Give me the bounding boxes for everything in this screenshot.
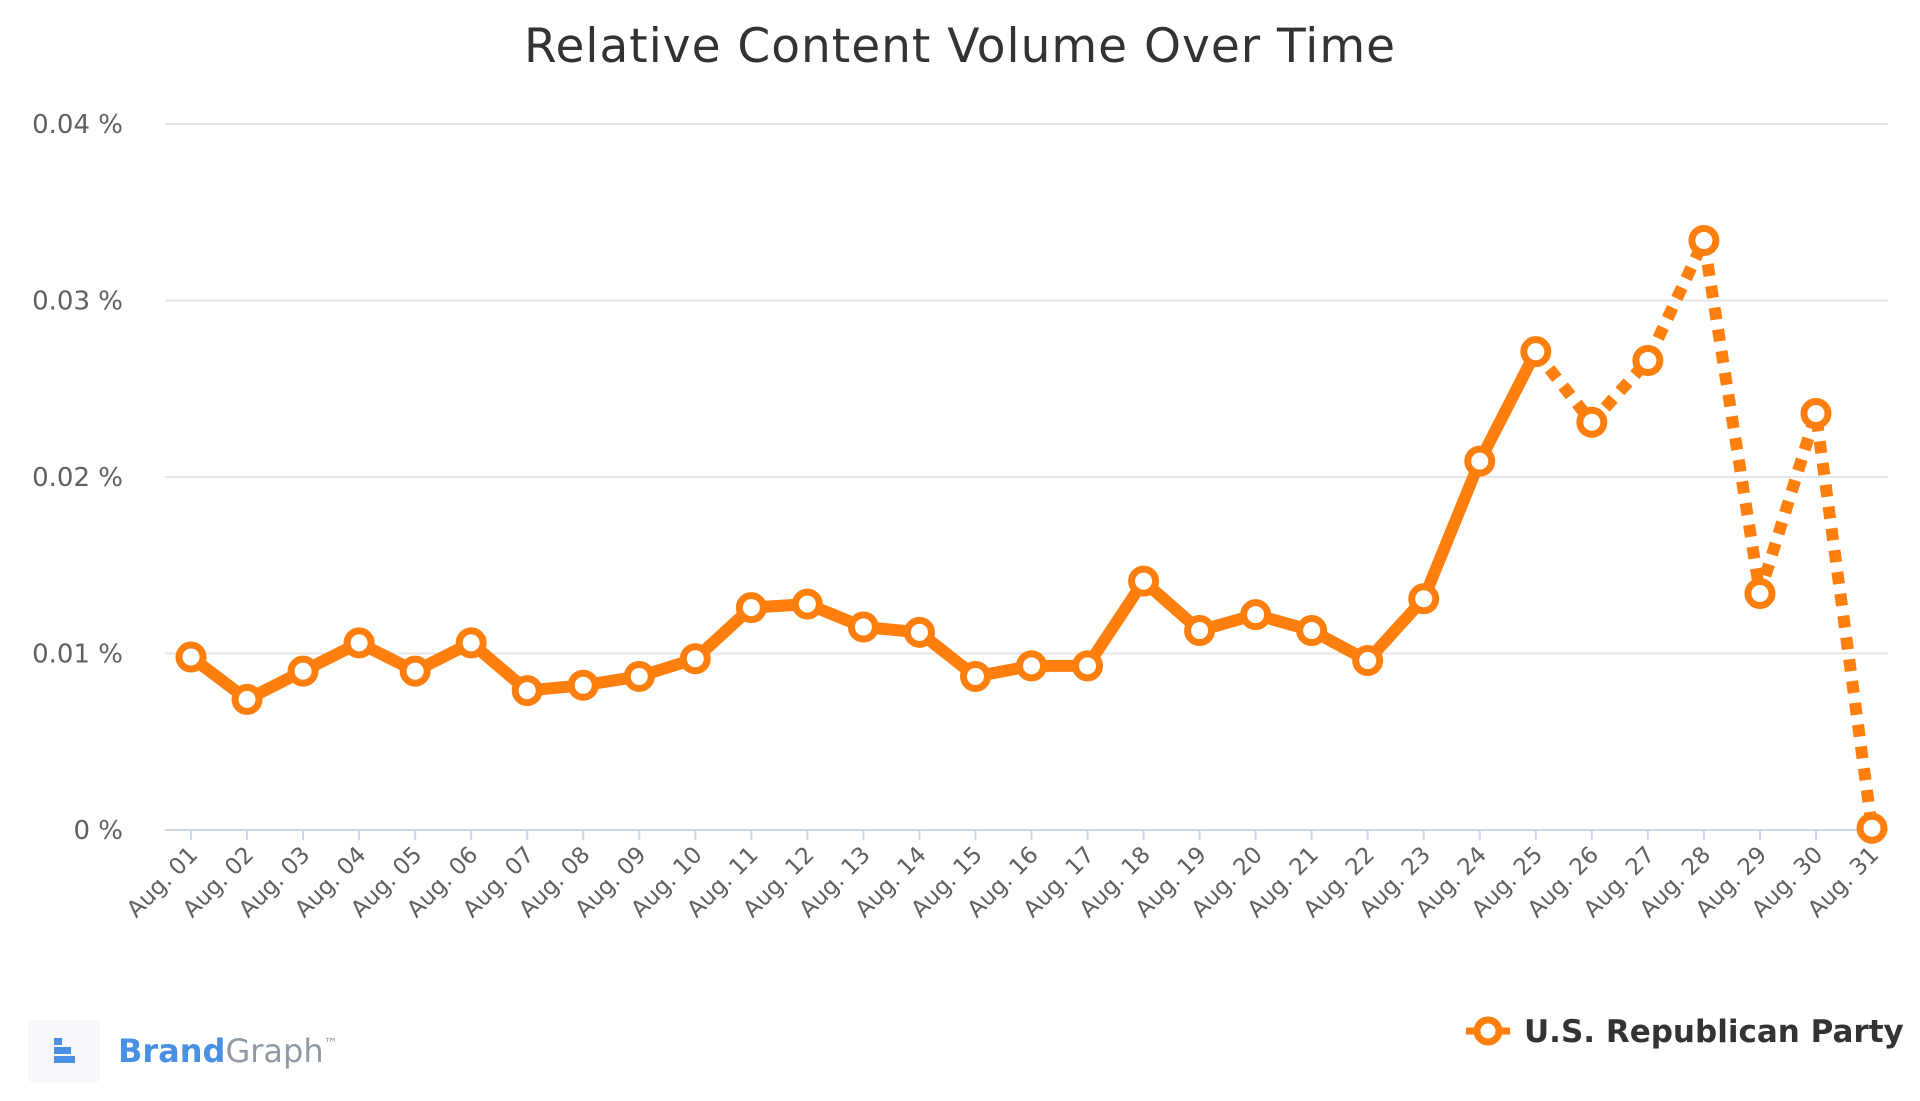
data-point[interactable] xyxy=(847,611,879,643)
data-point[interactable] xyxy=(399,655,431,687)
y-axis-labels: 0 % 0.01 % 0.02 % 0.03 % 0.04 % xyxy=(32,110,123,846)
legend-marker-icon xyxy=(1473,1016,1503,1046)
series-line-dashed xyxy=(1531,220,1878,830)
y-tick-label: 0.04 % xyxy=(32,110,123,140)
data-point[interactable] xyxy=(567,669,599,701)
data-point[interactable] xyxy=(1520,336,1552,368)
data-point[interactable] xyxy=(1072,650,1104,682)
brand-name: BrandGraph™ xyxy=(118,1032,338,1070)
brand-name-part2: Graph xyxy=(225,1032,323,1070)
brand-name-part1: Brand xyxy=(118,1032,225,1070)
y-tick-label: 0.03 % xyxy=(32,287,123,317)
legend[interactable]: U.S. Republican Party xyxy=(1466,1014,1904,1050)
data-point[interactable] xyxy=(343,627,375,659)
data-point[interactable] xyxy=(1856,812,1888,844)
data-point[interactable] xyxy=(1128,565,1160,597)
data-point[interactable] xyxy=(511,675,543,707)
chart-title: Relative Content Volume Over Time xyxy=(524,19,1396,74)
data-point[interactable] xyxy=(1352,645,1384,677)
data-point[interactable] xyxy=(175,641,207,673)
y-tick-label: 0 % xyxy=(73,816,123,846)
data-point[interactable] xyxy=(231,683,263,715)
data-point[interactable] xyxy=(287,655,319,687)
brand-logo: BrandGraph™ xyxy=(28,1020,338,1082)
data-point[interactable] xyxy=(1184,615,1216,647)
grid-layer xyxy=(165,123,1888,840)
data-point[interactable] xyxy=(1296,615,1328,647)
brand-trademark: ™ xyxy=(324,1036,338,1052)
data-point[interactable] xyxy=(1576,406,1608,438)
data-point[interactable] xyxy=(679,643,711,675)
series-line-solid xyxy=(185,345,1542,706)
point-layer xyxy=(175,224,1888,844)
series-layer xyxy=(185,220,1878,830)
y-tick-label: 0.01 % xyxy=(32,640,123,670)
data-point[interactable] xyxy=(455,627,487,659)
data-point[interactable] xyxy=(903,616,935,648)
data-point[interactable] xyxy=(735,592,767,624)
brandgraph-logo-icon xyxy=(54,1038,75,1063)
data-point[interactable] xyxy=(1744,577,1776,609)
data-point[interactable] xyxy=(1800,397,1832,429)
data-point[interactable] xyxy=(1408,583,1440,615)
data-point[interactable] xyxy=(1464,445,1496,477)
data-point[interactable] xyxy=(1632,345,1664,377)
legend-label: U.S. Republican Party xyxy=(1524,1014,1904,1050)
data-point[interactable] xyxy=(1688,224,1720,256)
data-point[interactable] xyxy=(959,660,991,692)
data-point[interactable] xyxy=(1240,599,1272,631)
data-point[interactable] xyxy=(1016,650,1047,682)
data-point[interactable] xyxy=(623,660,655,692)
data-point[interactable] xyxy=(791,588,823,620)
y-tick-label: 0.02 % xyxy=(32,463,123,493)
